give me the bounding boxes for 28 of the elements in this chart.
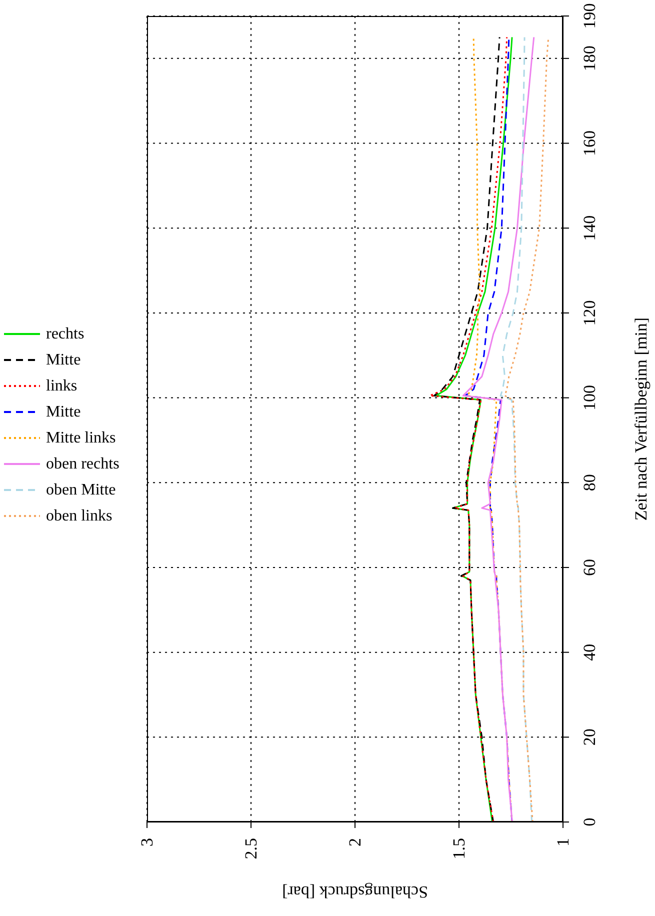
y-tick-label: 100 xyxy=(580,385,599,411)
x-tick-label: 1.5 xyxy=(450,838,468,860)
line-series xyxy=(462,36,535,822)
y-tick-label: 0 xyxy=(580,818,599,826)
y-tick-label: 40 xyxy=(580,644,599,661)
y-tick-label: 190 xyxy=(580,3,599,29)
x-axis-title: Schalungsdruck [bar] xyxy=(282,882,428,902)
line-series xyxy=(500,36,533,822)
y-tick-label: 160 xyxy=(580,130,599,156)
y-tick-label: 20 xyxy=(580,728,599,746)
legend-label: rechts xyxy=(46,326,84,342)
x-tick-label: 1 xyxy=(554,838,572,846)
legend-label: oben links xyxy=(46,508,112,524)
legend-label: oben Mitte xyxy=(46,482,116,498)
y-tick-label: 140 xyxy=(580,215,599,241)
legend-label: oben rechts xyxy=(46,456,120,472)
legend-label: Mitte links xyxy=(46,430,116,446)
y-axis-title: Zeit nach Verfüllbeginn [min] xyxy=(632,317,650,521)
legend-label: links xyxy=(46,378,78,394)
y-tick-label: 180 xyxy=(580,46,599,72)
x-tick-label: 2 xyxy=(346,838,364,846)
x-tick-label: 3 xyxy=(138,838,156,846)
y-tick-label: 80 xyxy=(580,474,599,492)
x-tick-label: 2.5 xyxy=(242,838,260,860)
legend-label: Mitte xyxy=(46,404,81,420)
y-tick-label: 120 xyxy=(580,300,599,326)
legend-label: Mitte xyxy=(46,352,81,368)
y-tick-label: 60 xyxy=(580,558,599,576)
